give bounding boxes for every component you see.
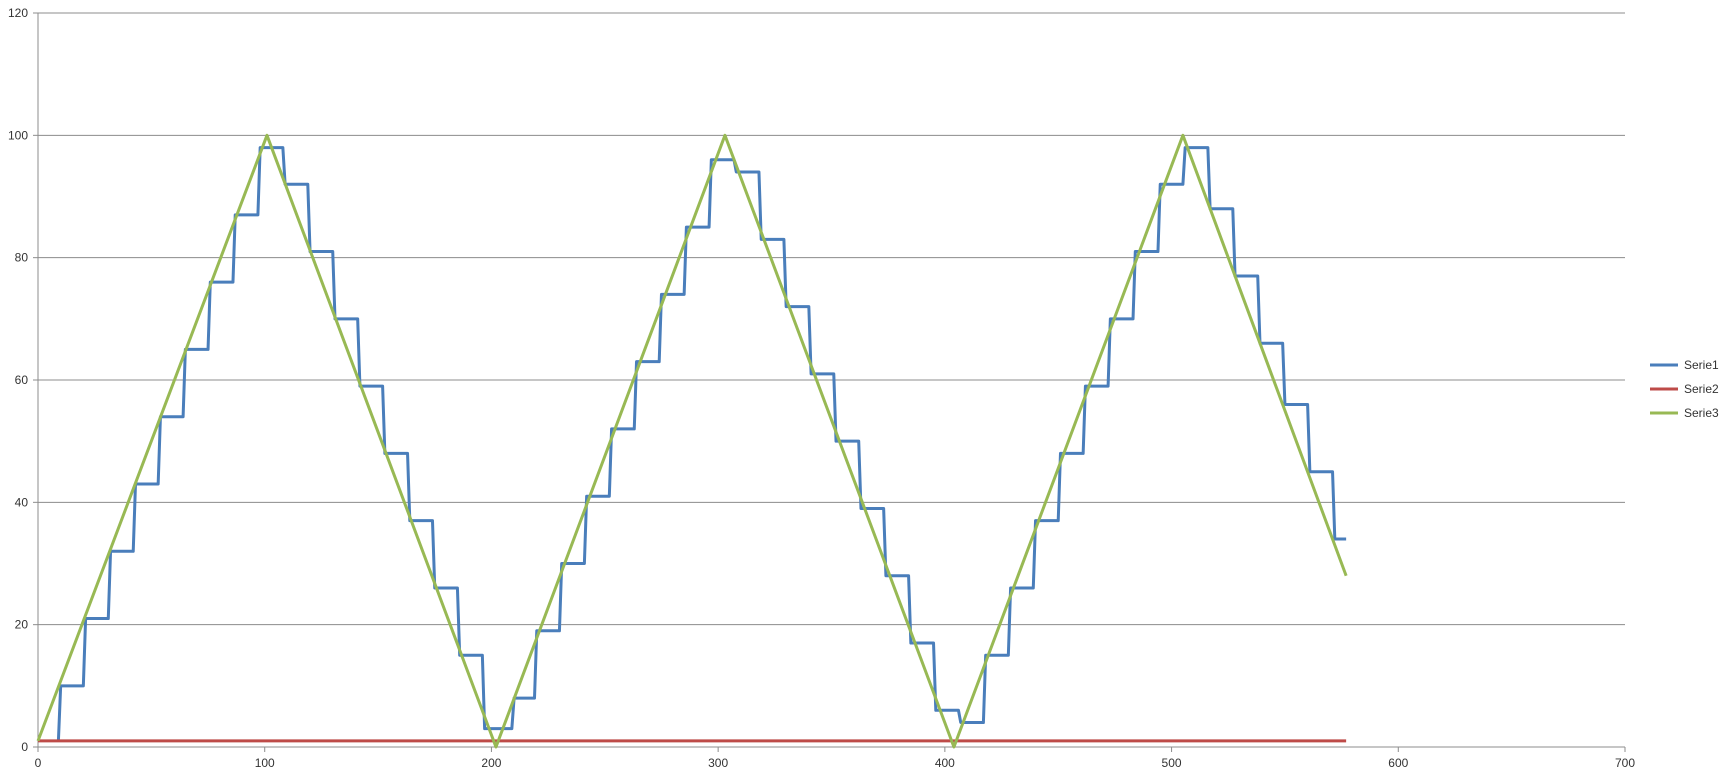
x-tick-label: 200: [481, 756, 501, 770]
series-line-serie1: [56, 146, 1347, 741]
x-tick-label: 500: [1162, 756, 1182, 770]
legend-item-serie2: Serie2: [1650, 382, 1719, 396]
x-tick-label: 700: [1615, 756, 1635, 770]
legend-item-serie3: Serie3: [1650, 406, 1719, 420]
x-tick-label: 0: [35, 756, 42, 770]
y-tick-label: 20: [15, 618, 29, 632]
series-lines: [36, 133, 1348, 749]
x-tick-label: 600: [1388, 756, 1408, 770]
legend-label: Serie2: [1684, 382, 1719, 396]
gridlines: [38, 12, 1625, 626]
y-tick-label: 0: [21, 740, 28, 754]
x-tick-label: 300: [708, 756, 728, 770]
x-tick-label: 400: [935, 756, 955, 770]
legend: Serie1 Serie2 Serie3: [1650, 358, 1719, 420]
y-tick-label: 40: [15, 495, 29, 509]
y-tick-label: 60: [15, 373, 29, 387]
legend-label: Serie1: [1684, 358, 1719, 372]
y-tick-label: 100: [8, 128, 28, 142]
series-line-serie3: [36, 133, 1348, 749]
axes: 0 20 40 60 80 100 120 0 100 200 300 400 500 600 700: [8, 6, 1635, 770]
y-tick-label: 120: [8, 6, 28, 20]
y-tick-label: 80: [15, 251, 29, 265]
legend-label: Serie3: [1684, 406, 1719, 420]
legend-item-serie1: Serie1: [1650, 358, 1719, 372]
x-tick-label: 100: [255, 756, 275, 770]
